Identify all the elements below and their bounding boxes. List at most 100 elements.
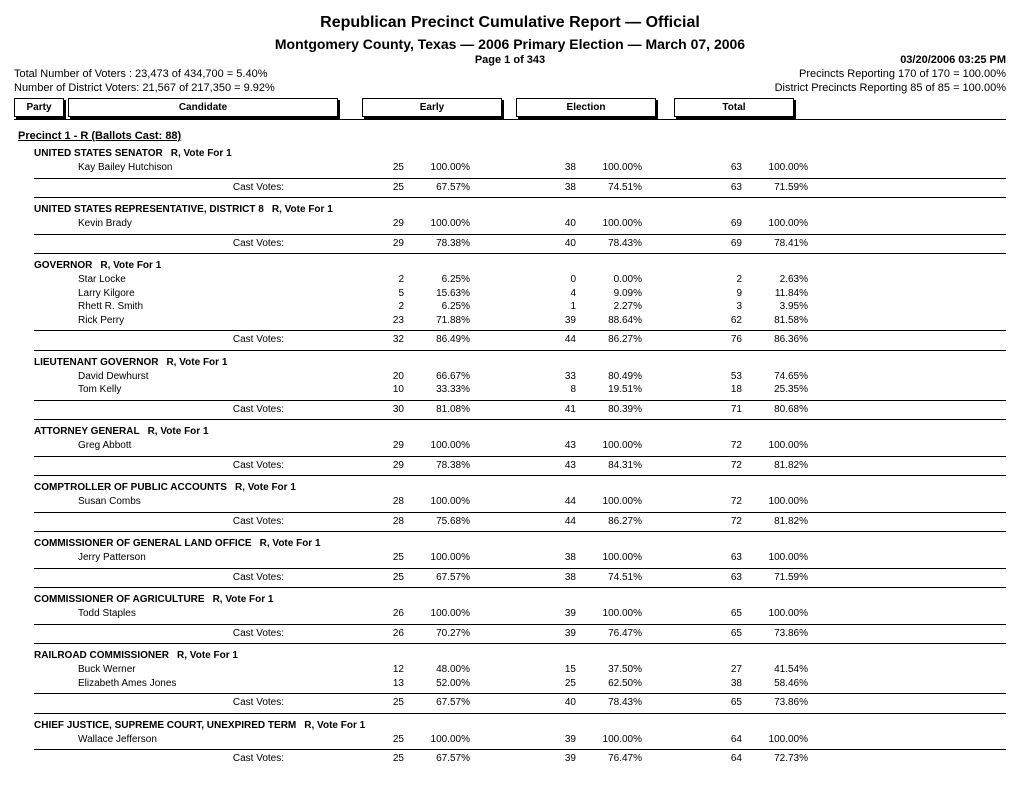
- early-pct: 100.00%: [404, 607, 470, 621]
- district-voters: Number of District Voters: 21,567 of 217…: [14, 82, 275, 94]
- early-pct: 70.27%: [404, 627, 470, 641]
- early-count: 25: [344, 571, 404, 585]
- race-title: COMMISSIONER OF AGRICULTURER, Vote For 1: [34, 594, 1006, 605]
- election-count: 44: [516, 495, 576, 509]
- race-block: RAILROAD COMMISSIONERR, Vote For 1 Buck …: [14, 643, 1006, 710]
- race-block: UNITED STATES REPRESENTATIVE, DISTRICT 8…: [14, 197, 1006, 250]
- race-block: COMMISSIONER OF AGRICULTURER, Vote For 1…: [14, 587, 1006, 640]
- candidate-name: Greg Abbott: [14, 439, 344, 453]
- early-pct: 71.88%: [404, 314, 470, 328]
- early-pct: 33.33%: [404, 383, 470, 397]
- total-pct: 3.95%: [742, 300, 808, 314]
- candidate-row: Todd Staples 26 100.00% 39 100.00% 65 10…: [14, 607, 1006, 621]
- election-pct: 100.00%: [576, 439, 642, 453]
- candidate-row: Tom Kelly 10 33.33% 8 19.51% 18 25.35%: [14, 383, 1006, 397]
- election-count: 43: [516, 439, 576, 453]
- early-count: 28: [344, 495, 404, 509]
- vote-for-label: R, Vote For 1: [171, 148, 232, 159]
- candidate-row: Greg Abbott 29 100.00% 43 100.00% 72 100…: [14, 439, 1006, 453]
- total-count: 71: [682, 403, 742, 417]
- early-pct: 100.00%: [404, 217, 470, 231]
- race-block: UNITED STATES SENATORR, Vote For 1 Kay B…: [14, 148, 1006, 194]
- candidate-name: Wallace Jefferson: [14, 733, 344, 747]
- race-divider: [34, 419, 1006, 420]
- candidate-row: Kay Bailey Hutchison 25 100.00% 38 100.0…: [14, 161, 1006, 175]
- candidate-name: Susan Combs: [14, 495, 344, 509]
- race-title: UNITED STATES SENATORR, Vote For 1: [34, 148, 1006, 159]
- election-pct: 19.51%: [576, 383, 642, 397]
- early-count: 12: [344, 663, 404, 677]
- total-pct: 100.00%: [742, 217, 808, 231]
- candidate-name: Kevin Brady: [14, 217, 344, 231]
- total-pct: 72.73%: [742, 752, 808, 766]
- early-count: 2: [344, 273, 404, 287]
- total-pct: 78.41%: [742, 237, 808, 251]
- early-count: 29: [344, 439, 404, 453]
- election-pct: 86.27%: [576, 333, 642, 347]
- race-title: CHIEF JUSTICE, SUPREME COURT, UNEXPIRED …: [34, 720, 1006, 731]
- early-count: 5: [344, 287, 404, 301]
- election-count: 39: [516, 752, 576, 766]
- total-pct: 71.59%: [742, 181, 808, 195]
- total-count: 63: [682, 161, 742, 175]
- race-divider: [34, 253, 1006, 254]
- total-count: 64: [682, 733, 742, 747]
- election-pct: 76.47%: [576, 627, 642, 641]
- total-pct: 71.59%: [742, 571, 808, 585]
- early-count: 29: [344, 217, 404, 231]
- race-title: GOVERNORR, Vote For 1: [34, 260, 1006, 271]
- election-count: 33: [516, 370, 576, 384]
- early-pct: 75.68%: [404, 515, 470, 529]
- cast-divider: [34, 178, 1006, 179]
- candidate-row: Susan Combs 28 100.00% 44 100.00% 72 100…: [14, 495, 1006, 509]
- total-count: 64: [682, 752, 742, 766]
- total-pct: 25.35%: [742, 383, 808, 397]
- total-voters: Total Number of Voters : 23,473 of 434,7…: [14, 68, 267, 80]
- cast-votes-row: Cast Votes: 29 78.38% 40 78.43% 69 78.41…: [14, 237, 1006, 251]
- early-pct: 67.57%: [404, 752, 470, 766]
- election-count: 25: [516, 677, 576, 691]
- district-precincts-reporting: District Precincts Reporting 85 of 85 = …: [775, 82, 1006, 94]
- cast-votes-label: Cast Votes:: [14, 571, 344, 585]
- election-count: 8: [516, 383, 576, 397]
- race-block: GOVERNORR, Vote For 1 Star Locke 2 6.25%…: [14, 253, 1006, 347]
- early-pct: 67.57%: [404, 696, 470, 710]
- election-count: 39: [516, 627, 576, 641]
- candidate-name: Buck Werner: [14, 663, 344, 677]
- total-count: 76: [682, 333, 742, 347]
- race-title: UNITED STATES REPRESENTATIVE, DISTRICT 8…: [34, 204, 1006, 215]
- early-count: 29: [344, 459, 404, 473]
- race-block: COMMISSIONER OF GENERAL LAND OFFICER, Vo…: [14, 531, 1006, 584]
- early-count: 29: [344, 237, 404, 251]
- election-count: 39: [516, 733, 576, 747]
- total-count: 72: [682, 495, 742, 509]
- cast-divider: [34, 568, 1006, 569]
- early-count: 28: [344, 515, 404, 529]
- total-count: 65: [682, 607, 742, 621]
- total-pct: 41.54%: [742, 663, 808, 677]
- race-block: CHIEF JUSTICE, SUPREME COURT, UNEXPIRED …: [14, 713, 1006, 766]
- cast-divider: [34, 234, 1006, 235]
- cast-votes-label: Cast Votes:: [14, 696, 344, 710]
- total-count: 65: [682, 696, 742, 710]
- early-pct: 100.00%: [404, 161, 470, 175]
- early-count: 32: [344, 333, 404, 347]
- election-pct: 100.00%: [576, 217, 642, 231]
- cast-divider: [34, 456, 1006, 457]
- election-pct: 37.50%: [576, 663, 642, 677]
- vote-for-label: R, Vote For 1: [148, 426, 209, 437]
- vote-for-label: R, Vote For 1: [235, 482, 296, 493]
- total-pct: 73.86%: [742, 627, 808, 641]
- race-title: COMPTROLLER OF PUBLIC ACCOUNTSR, Vote Fo…: [34, 482, 1006, 493]
- election-pct: 74.51%: [576, 571, 642, 585]
- precincts-reporting: Precincts Reporting 170 of 170 = 100.00%: [799, 68, 1006, 80]
- total-count: 3: [682, 300, 742, 314]
- total-pct: 100.00%: [742, 161, 808, 175]
- total-pct: 100.00%: [742, 607, 808, 621]
- election-pct: 100.00%: [576, 495, 642, 509]
- early-pct: 67.57%: [404, 181, 470, 195]
- election-pct: 84.31%: [576, 459, 642, 473]
- race-divider: [34, 197, 1006, 198]
- total-count: 72: [682, 459, 742, 473]
- total-count: 62: [682, 314, 742, 328]
